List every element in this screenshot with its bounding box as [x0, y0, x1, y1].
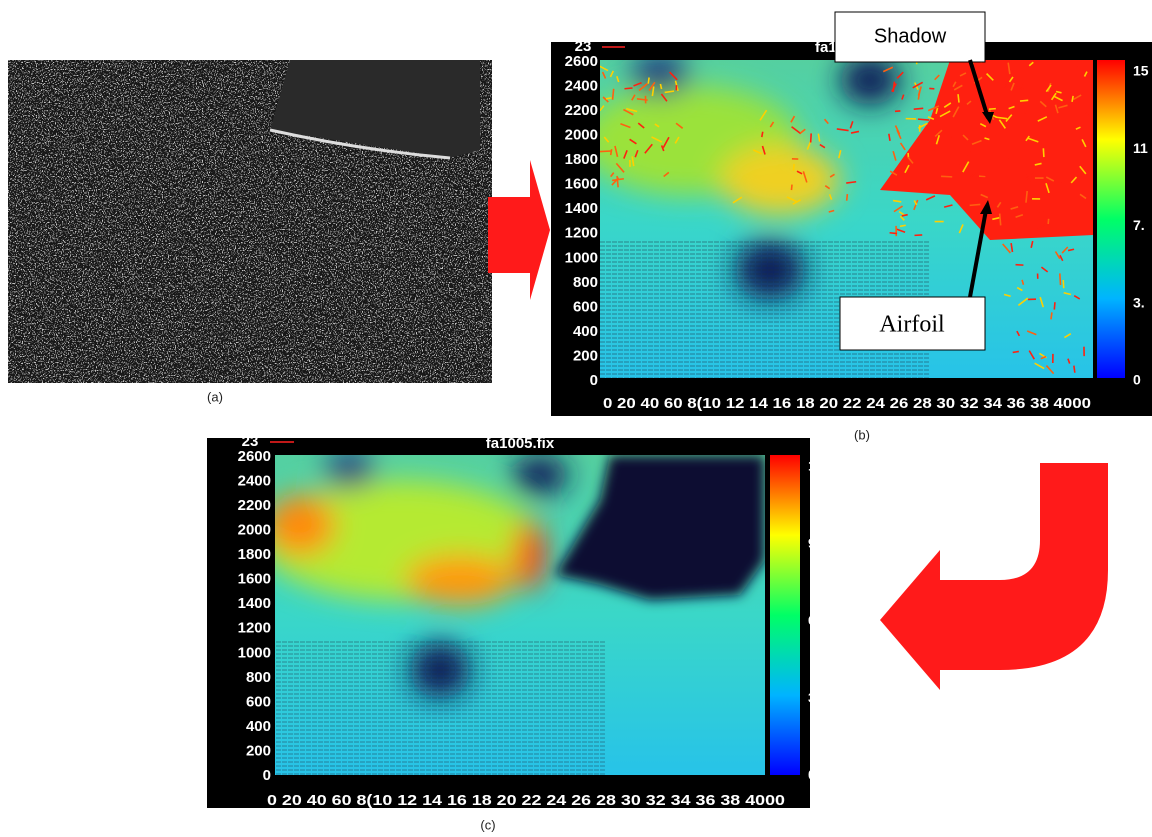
y-tick-label: 1600: [565, 176, 598, 193]
colorbar-label: 9.7: [808, 535, 828, 551]
y-tick-label: 800: [246, 669, 271, 686]
vector: [989, 109, 996, 110]
colorbar-label: 0: [808, 767, 816, 783]
vortex: [512, 455, 568, 495]
vector: [791, 185, 792, 191]
y-tick-label: 2000: [238, 522, 271, 539]
vector: [660, 84, 661, 89]
x-tick-labels: 0 20 40 60 8(10 12 14 16 18 20 22 24 26 …: [267, 792, 785, 809]
vector: [958, 94, 959, 102]
y-tick-label: 2600: [238, 448, 271, 465]
annotation: Airfoil: [879, 312, 945, 338]
vortex: [630, 55, 690, 95]
vector: [918, 119, 929, 120]
colorbar-label: 0: [1133, 372, 1141, 388]
colorbar-label: 3.2: [808, 689, 828, 705]
colorbar-label: 13: [808, 458, 824, 474]
y-tick-label: 200: [246, 742, 271, 759]
vector: [1020, 100, 1028, 101]
vector: [1000, 214, 1001, 226]
y-tick-label: 1400: [565, 200, 598, 217]
y-tick-label: 600: [573, 298, 598, 315]
y-tick-label: 1400: [238, 595, 271, 612]
vector: [600, 151, 612, 152]
arrow: [488, 160, 550, 300]
y-tick-label: 2000: [565, 127, 598, 144]
arrow: [880, 463, 1108, 690]
vector: [624, 88, 632, 89]
colorbar-label: 15: [1133, 63, 1149, 79]
y-tick-label: 2200: [565, 102, 598, 119]
region: [405, 555, 515, 605]
y-tick-label: 2200: [238, 497, 271, 514]
y-tick-label: 1200: [565, 225, 598, 242]
y-tick-label: 1600: [238, 571, 271, 588]
vector: [1060, 273, 1061, 285]
region: [265, 495, 335, 555]
region: [720, 145, 840, 215]
y-tick-label: 2400: [238, 473, 271, 490]
vector: [811, 133, 812, 142]
vector: [606, 98, 612, 99]
vector: [613, 89, 614, 100]
vector: [762, 132, 763, 137]
vector: [1043, 148, 1044, 157]
y-tick-label: 1000: [565, 249, 598, 266]
vector: [889, 134, 890, 141]
y-tick-label: 1800: [565, 151, 598, 168]
colorbar-label: 3.: [1133, 294, 1145, 310]
y-tick-label: 2400: [565, 78, 598, 95]
vector: [890, 233, 898, 234]
vector-field: [580, 53, 1093, 378]
vector: [611, 149, 612, 155]
vector-field: [260, 452, 765, 775]
colorbar-label: 7.: [1133, 217, 1145, 233]
vector: [914, 108, 924, 109]
vector: [1054, 302, 1055, 309]
y-tick-label: 2600: [565, 53, 598, 70]
vector: [900, 225, 906, 226]
vector: [979, 176, 985, 177]
vector: [938, 152, 939, 163]
y-tick-label: 1800: [238, 546, 271, 563]
vector: [1072, 96, 1073, 102]
vector: [1074, 366, 1075, 373]
vector: [941, 176, 952, 177]
colorbar: [1097, 60, 1125, 378]
annotation: Shadow: [874, 25, 947, 47]
figure: (a) 23 fa10 0 20 40 60 8(10 12 14 16 18 …: [0, 0, 1152, 837]
vortex: [325, 452, 375, 488]
y-tick-label: 200: [573, 347, 598, 364]
panel-label: (c): [480, 817, 495, 832]
y-tick-label: 0: [590, 372, 598, 389]
panel-label: (b): [854, 427, 870, 442]
y-tick-label: 400: [573, 323, 598, 340]
vector: [970, 204, 981, 205]
panel-label: (a): [207, 389, 223, 404]
colorbar-label: 11: [1133, 140, 1148, 156]
vectors: [275, 640, 605, 775]
vector: [794, 164, 795, 171]
y-tick-label: 600: [246, 693, 271, 710]
vector: [1013, 351, 1019, 352]
y-tick-label: 400: [246, 718, 271, 735]
plot-title: fa1005.fix: [486, 435, 555, 452]
vector: [1007, 157, 1014, 158]
vector: [1063, 280, 1064, 288]
vector: [1014, 87, 1020, 88]
vector: [1040, 123, 1047, 124]
vector: [986, 135, 996, 136]
y-tick-label: 1000: [238, 644, 271, 661]
region: [515, 520, 545, 590]
y-tick-label: 800: [573, 274, 598, 291]
vector: [847, 194, 848, 201]
x-tick-labels: 0 20 40 60 8(10 12 14 16 18 20 22 24 26 …: [603, 395, 1091, 412]
colorbar-label: 6.5: [808, 612, 828, 628]
colorbar: [770, 455, 800, 775]
vector: [648, 77, 649, 83]
vector: [1051, 312, 1052, 319]
y-tick-label: 0: [263, 767, 271, 784]
y-tick-label: 1200: [238, 620, 271, 637]
